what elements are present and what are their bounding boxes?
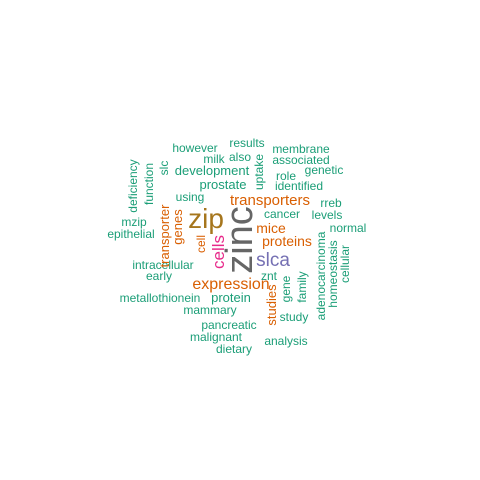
word-associated: associated xyxy=(272,153,329,167)
word-zinc: zinc xyxy=(219,206,261,274)
word-analysis: analysis xyxy=(264,334,307,348)
word-uptake: uptake xyxy=(252,154,266,190)
word-cells: cells xyxy=(209,235,228,269)
word-epithelial: epithelial xyxy=(107,227,154,241)
word-transporter: transporter xyxy=(157,204,172,268)
word-mammary: mammary xyxy=(183,303,236,317)
word-normal: normal xyxy=(330,221,367,235)
word-results: results xyxy=(229,136,264,150)
word-znt: znt xyxy=(261,269,278,283)
word-homeostasis: homeostasis xyxy=(326,240,340,307)
word-study: study xyxy=(280,310,309,324)
word-intracellular: intracellular xyxy=(132,258,193,272)
word-slc: slc xyxy=(157,161,171,176)
word-mice: mice xyxy=(256,220,286,236)
word-mzip: mzip xyxy=(121,215,147,229)
word-early: early xyxy=(146,269,172,283)
word-identified: identified xyxy=(275,179,323,193)
word-role: role xyxy=(276,169,296,183)
word-milk: milk xyxy=(203,152,225,166)
word-membrane: membrane xyxy=(272,142,330,156)
word-function: function xyxy=(142,163,156,205)
word-however: however xyxy=(172,141,217,155)
word-cancer: cancer xyxy=(264,207,300,221)
word-transporters: transporters xyxy=(230,192,310,209)
word-deficiency: deficiency xyxy=(126,159,140,212)
word-cell: cell xyxy=(194,235,208,253)
word-slca: slca xyxy=(256,250,290,271)
word-zip: zip xyxy=(188,203,224,234)
word-cellular: cellular xyxy=(338,245,352,283)
word-genetic: genetic xyxy=(305,163,344,177)
word-studies: studies xyxy=(264,284,279,326)
word-dietary: dietary xyxy=(216,342,252,356)
word-proteins: proteins xyxy=(262,233,312,249)
word-expression: expression xyxy=(192,276,269,293)
word-genes: genes xyxy=(170,209,185,245)
word-levels: levels xyxy=(312,208,343,222)
word-development: development xyxy=(175,163,250,178)
word-using: using xyxy=(176,190,205,204)
word-family: family xyxy=(295,271,309,302)
word-rreb: rreb xyxy=(320,196,342,210)
word-malignant: malignant xyxy=(190,330,243,344)
word-adenocarcinoma: adenocarcinoma xyxy=(314,231,328,320)
word-prostate: prostate xyxy=(200,177,247,192)
word-gene: gene xyxy=(279,275,293,302)
word-metallothionein: metallothionein xyxy=(120,291,201,305)
word-pancreatic: pancreatic xyxy=(201,318,256,332)
word-also: also xyxy=(229,150,251,164)
word-protein: protein xyxy=(211,290,251,305)
